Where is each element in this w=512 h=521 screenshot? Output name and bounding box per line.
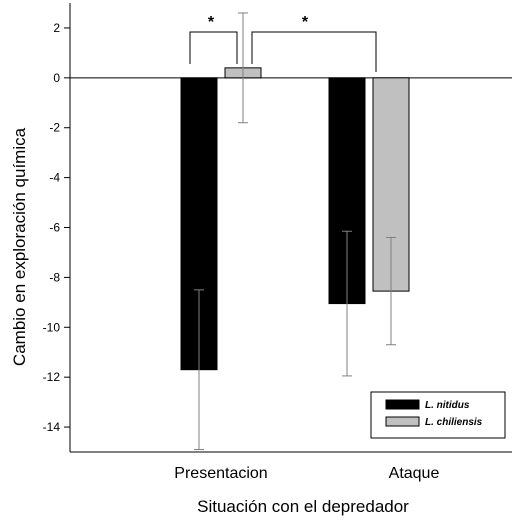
legend-swatch — [385, 399, 420, 410]
category-label: Ataque — [389, 465, 440, 482]
y-tick-label: -12 — [43, 370, 61, 384]
legend: L. nitidus L. chiliensis — [370, 391, 506, 439]
x-axis-title: Situación con el depredador — [197, 497, 409, 516]
plot-area — [69, 3, 512, 453]
y-tick-label: -10 — [43, 320, 61, 334]
legend-label: L. chiliensis — [425, 417, 483, 428]
y-axis-title: Cambio en exploración química — [10, 127, 29, 366]
category-label: Presentacion — [174, 465, 267, 482]
legend-label: L. nitidus — [425, 400, 470, 411]
y-tick-label: -8 — [49, 270, 60, 284]
y-tick-label: -4 — [49, 171, 60, 185]
y-tick-label: -2 — [49, 121, 60, 135]
bars — [180, 67, 410, 371]
legend-box — [370, 391, 506, 439]
significance-brackets: * * — [189, 14, 377, 72]
error-bars — [194, 12, 396, 451]
y-axis: 2 0 -2 -4 -6 -8 -10 -12 -14 — [43, 21, 70, 434]
y-tick-label: 2 — [53, 21, 60, 35]
significance-bracket — [251, 31, 377, 72]
significance-star: * — [208, 14, 215, 31]
y-tick-label: 0 — [53, 71, 60, 85]
y-tick-label: -14 — [43, 420, 61, 434]
significance-bracket — [189, 31, 238, 64]
significance-star: * — [302, 14, 309, 31]
x-axis: Presentacion Ataque — [174, 465, 439, 482]
y-tick-label: -6 — [49, 221, 60, 235]
legend-swatch — [385, 416, 420, 427]
